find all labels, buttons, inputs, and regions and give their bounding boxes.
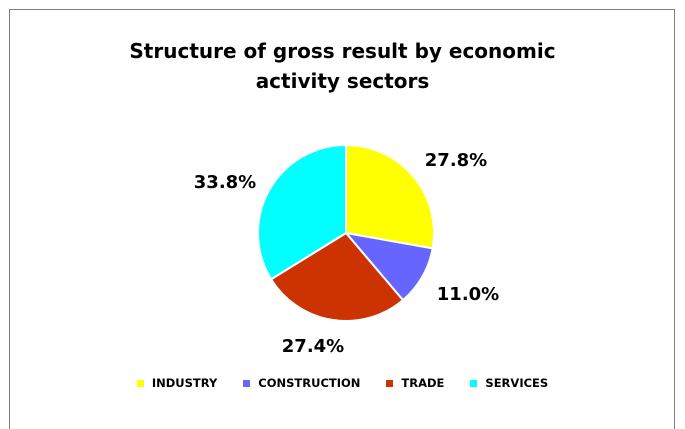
chart-title: Structure of gross result by economic ac… xyxy=(0,36,685,96)
legend-swatch-trade xyxy=(386,379,394,387)
pie-slice-services xyxy=(257,143,347,281)
pie-slice-industry xyxy=(345,143,435,250)
legend-item-construction: CONSTRUCTION xyxy=(243,376,360,390)
legend-label-services: SERVICES xyxy=(485,376,549,390)
pie-chart: 27.8% 11.0% 27.4% 33.8% xyxy=(194,143,499,357)
legend-item-services: SERVICES xyxy=(470,376,548,390)
legend-item-industry: INDUSTRY xyxy=(136,376,218,390)
data-label-services: 33.8% xyxy=(194,172,256,193)
legend-swatch-services xyxy=(470,379,478,387)
legend-item-trade: TRADE xyxy=(386,376,444,390)
chart-title-line-2: activity sectors xyxy=(255,69,430,93)
data-label-trade: 27.4% xyxy=(282,336,344,357)
data-label-construction: 11.0% xyxy=(437,284,499,305)
chart-legend: INDUSTRY CONSTRUCTION TRADE SERVICES xyxy=(0,376,685,390)
data-label-industry: 27.8% xyxy=(425,150,487,171)
legend-label-construction: CONSTRUCTION xyxy=(258,376,361,390)
chart-title-line-1: Structure of gross result by economic xyxy=(129,39,556,63)
pie-slice-trade xyxy=(269,231,405,322)
legend-label-trade: TRADE xyxy=(401,376,445,390)
legend-label-industry: INDUSTRY xyxy=(151,376,218,390)
legend-swatch-industry xyxy=(136,379,144,387)
legend-swatch-construction xyxy=(243,379,251,387)
